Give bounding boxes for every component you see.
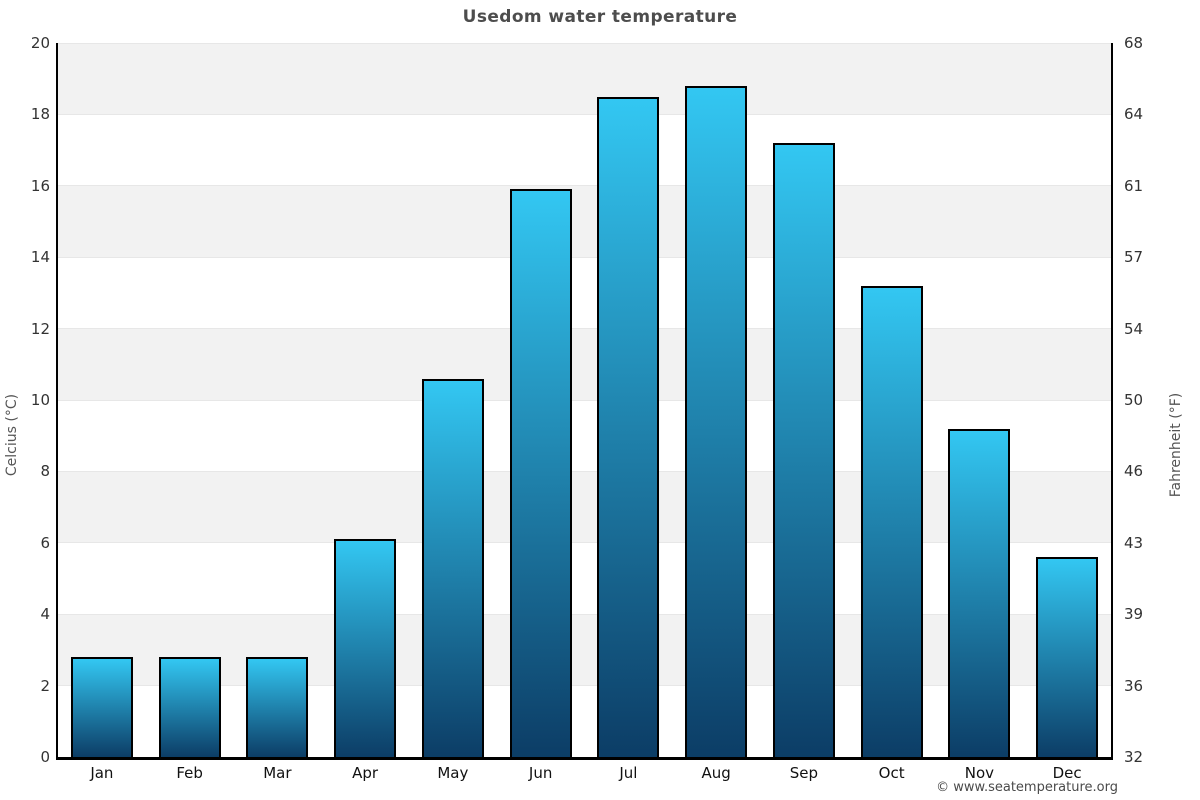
month-label-mar: Mar <box>263 764 292 782</box>
gridline <box>58 399 1111 401</box>
fahrenheit-tick-label: 50 <box>1124 391 1144 409</box>
celsius-tick-label: 0 <box>40 748 50 766</box>
month-label-feb: Feb <box>176 764 203 782</box>
gridline <box>58 613 1111 615</box>
bar-nov[interactable] <box>948 428 1011 757</box>
background-band <box>58 185 1111 258</box>
y-axis-title-fahrenheit: Fahrenheit (°F) <box>1168 392 1184 498</box>
bar-may[interactable] <box>421 378 484 757</box>
fahrenheit-tick-label: 54 <box>1124 319 1144 338</box>
fahrenheit-tick-label: 43 <box>1124 533 1144 552</box>
fahrenheit-tick-label: 36 <box>1124 676 1144 695</box>
fahrenheit-tick-label: 57 <box>1124 248 1144 267</box>
month-label-nov: Nov <box>964 764 995 782</box>
month-label-jan: Jan <box>90 764 114 782</box>
month-label-oct: Oct <box>878 764 905 782</box>
month-label-jun: Jun <box>528 764 553 782</box>
bar-jan[interactable] <box>70 657 133 757</box>
attribution-text: © www.seatemperature.org <box>936 780 1118 795</box>
bar-sep[interactable] <box>772 142 835 757</box>
fahrenheit-tick-label: 46 <box>1124 462 1144 481</box>
bar-feb[interactable] <box>158 657 221 757</box>
month-label-sep: Sep <box>789 764 819 782</box>
month-label-dec: Dec <box>1052 764 1082 782</box>
celsius-tick-label: 16 <box>30 176 50 195</box>
gridline <box>58 185 1111 187</box>
gridline <box>58 256 1111 258</box>
celsius-tick-label: 2 <box>40 676 50 695</box>
background-band <box>58 328 1111 400</box>
celsius-tick-label: 4 <box>40 605 50 624</box>
gridline <box>58 328 1111 330</box>
background-band <box>58 542 1111 615</box>
background-band <box>58 114 1111 186</box>
bar-jun[interactable] <box>509 189 572 757</box>
plot-area <box>56 42 1113 760</box>
celsius-tick-label: 18 <box>30 105 50 124</box>
celsius-tick-label: 12 <box>30 319 50 338</box>
bar-jul[interactable] <box>597 96 660 757</box>
gridline <box>58 42 1111 44</box>
y-axis-title-celsius: Celcius (°C) <box>4 393 20 477</box>
celsius-tick-label: 20 <box>30 34 50 52</box>
fahrenheit-tick-label: 68 <box>1124 34 1144 52</box>
gridline <box>58 685 1111 687</box>
month-label-may: May <box>437 764 469 782</box>
celsius-tick-label: 10 <box>30 391 50 409</box>
background-band <box>58 400 1111 472</box>
bar-oct[interactable] <box>860 285 923 757</box>
celsius-tick-label: 8 <box>40 462 50 481</box>
bar-aug[interactable] <box>685 85 748 757</box>
gridline <box>58 113 1111 115</box>
fahrenheit-tick-label: 64 <box>1124 105 1144 124</box>
month-label-jul: Jul <box>619 764 638 782</box>
background-band <box>58 685 1111 757</box>
bar-dec[interactable] <box>1036 557 1099 757</box>
celsius-tick-label: 6 <box>40 533 50 552</box>
fahrenheit-tick-label: 39 <box>1124 605 1144 624</box>
gridline <box>58 542 1111 544</box>
background-band <box>58 471 1111 543</box>
month-label-apr: Apr <box>352 764 379 782</box>
bar-mar[interactable] <box>246 657 309 757</box>
fahrenheit-tick-label: 32 <box>1124 748 1144 766</box>
gridline <box>58 470 1111 472</box>
celsius-tick-label: 14 <box>30 248 50 267</box>
background-band <box>58 257 1111 329</box>
background-band <box>58 614 1111 686</box>
bar-apr[interactable] <box>334 539 397 757</box>
background-band <box>58 43 1111 115</box>
month-label-aug: Aug <box>701 764 731 782</box>
fahrenheit-tick-label: 61 <box>1124 176 1144 195</box>
chart-title: Usedom water temperature <box>462 7 738 27</box>
